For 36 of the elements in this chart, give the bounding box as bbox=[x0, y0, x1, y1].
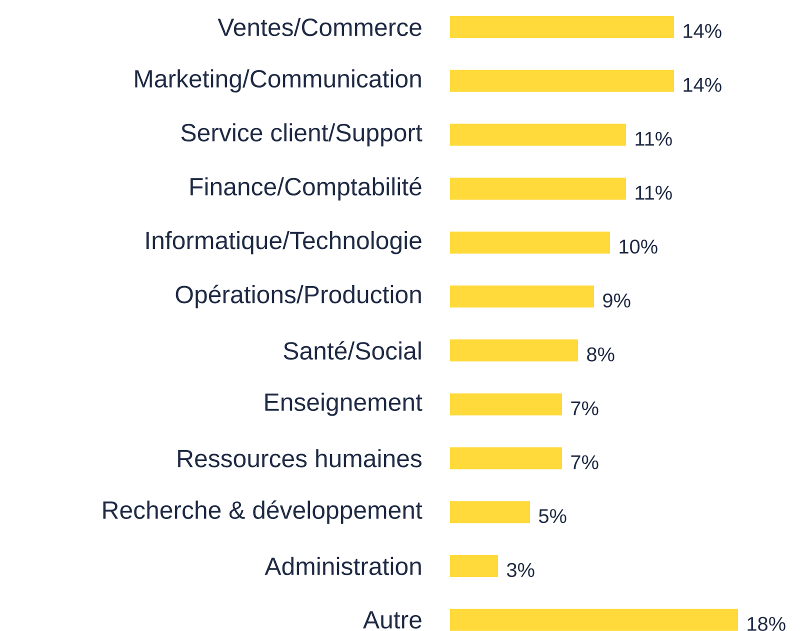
bar bbox=[450, 286, 594, 308]
y-tick-label: Marketing/Communication bbox=[135, 69, 421, 93]
y-tick-label: Administration bbox=[264, 556, 421, 576]
y-tick-label: Informatique/Technologie bbox=[146, 231, 422, 254]
data-label: 3% bbox=[506, 562, 534, 578]
bar bbox=[450, 178, 626, 200]
y-tick-label: Recherche & développement bbox=[103, 500, 422, 524]
data-label: 11% bbox=[636, 132, 672, 146]
data-label: 7% bbox=[571, 455, 598, 470]
bar bbox=[450, 16, 674, 38]
bar bbox=[450, 447, 562, 470]
data-label: 14% bbox=[684, 78, 722, 92]
data-label: 9% bbox=[603, 293, 630, 308]
y-tick-label: Finance/Comptabilité bbox=[190, 176, 422, 200]
y-tick-label: Ventes/Commerce bbox=[218, 18, 422, 36]
y-tick-label: Santé/Social bbox=[284, 341, 421, 360]
y-tick-label: Autre bbox=[362, 611, 422, 629]
data-label: 14% bbox=[684, 24, 722, 38]
data-label: 8% bbox=[587, 347, 614, 362]
data-label: 18% bbox=[748, 616, 786, 631]
data-label: 11% bbox=[636, 186, 672, 200]
y-tick-label: Service client/Support bbox=[181, 123, 422, 146]
y-tick-label: Opérations/Production bbox=[176, 284, 421, 308]
y-tick-label: Ressources humaines bbox=[178, 449, 422, 468]
bar bbox=[450, 393, 562, 416]
y-tick-label: Enseignement bbox=[265, 392, 422, 416]
bar bbox=[450, 501, 530, 524]
bar bbox=[450, 339, 578, 362]
data-label: 10% bbox=[620, 240, 658, 254]
bar bbox=[450, 70, 674, 92]
data-label: 5% bbox=[539, 509, 566, 524]
bar bbox=[450, 608, 738, 631]
bar bbox=[450, 232, 610, 254]
data-label: 7% bbox=[571, 401, 598, 416]
bar bbox=[450, 124, 626, 146]
bar bbox=[450, 555, 498, 578]
